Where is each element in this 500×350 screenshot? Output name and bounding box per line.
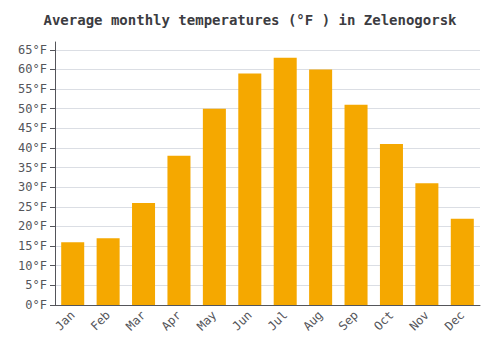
svg-text:Dec: Dec bbox=[442, 308, 467, 333]
svg-text:45°F: 45°F bbox=[18, 121, 47, 135]
svg-text:Jun: Jun bbox=[230, 308, 255, 333]
svg-text:Feb: Feb bbox=[88, 308, 113, 333]
svg-text:Oct: Oct bbox=[371, 308, 396, 333]
svg-text:5°F: 5°F bbox=[25, 278, 47, 292]
svg-text:10°F: 10°F bbox=[18, 259, 47, 273]
svg-text:50°F: 50°F bbox=[18, 102, 47, 116]
svg-text:Jul: Jul bbox=[265, 308, 290, 333]
svg-text:Aug: Aug bbox=[300, 308, 325, 333]
svg-text:May: May bbox=[194, 308, 219, 333]
svg-text:25°F: 25°F bbox=[18, 200, 47, 214]
svg-text:55°F: 55°F bbox=[18, 82, 47, 96]
svg-text:30°F: 30°F bbox=[18, 180, 47, 194]
svg-text:Nov: Nov bbox=[407, 308, 432, 333]
svg-text:Average monthly temperatures (: Average monthly temperatures (°F ) in Ze… bbox=[43, 12, 457, 28]
svg-text:Jan: Jan bbox=[52, 308, 77, 333]
svg-text:0°F: 0°F bbox=[25, 298, 47, 312]
svg-text:Apr: Apr bbox=[159, 308, 184, 333]
svg-text:Sep: Sep bbox=[336, 308, 361, 333]
svg-text:35°F: 35°F bbox=[18, 161, 47, 175]
svg-text:Mar: Mar bbox=[123, 308, 148, 333]
svg-text:60°F: 60°F bbox=[18, 62, 47, 76]
svg-text:15°F: 15°F bbox=[18, 239, 47, 253]
svg-text:65°F: 65°F bbox=[18, 43, 47, 57]
svg-text:40°F: 40°F bbox=[18, 141, 47, 155]
svg-text:20°F: 20°F bbox=[18, 219, 47, 233]
